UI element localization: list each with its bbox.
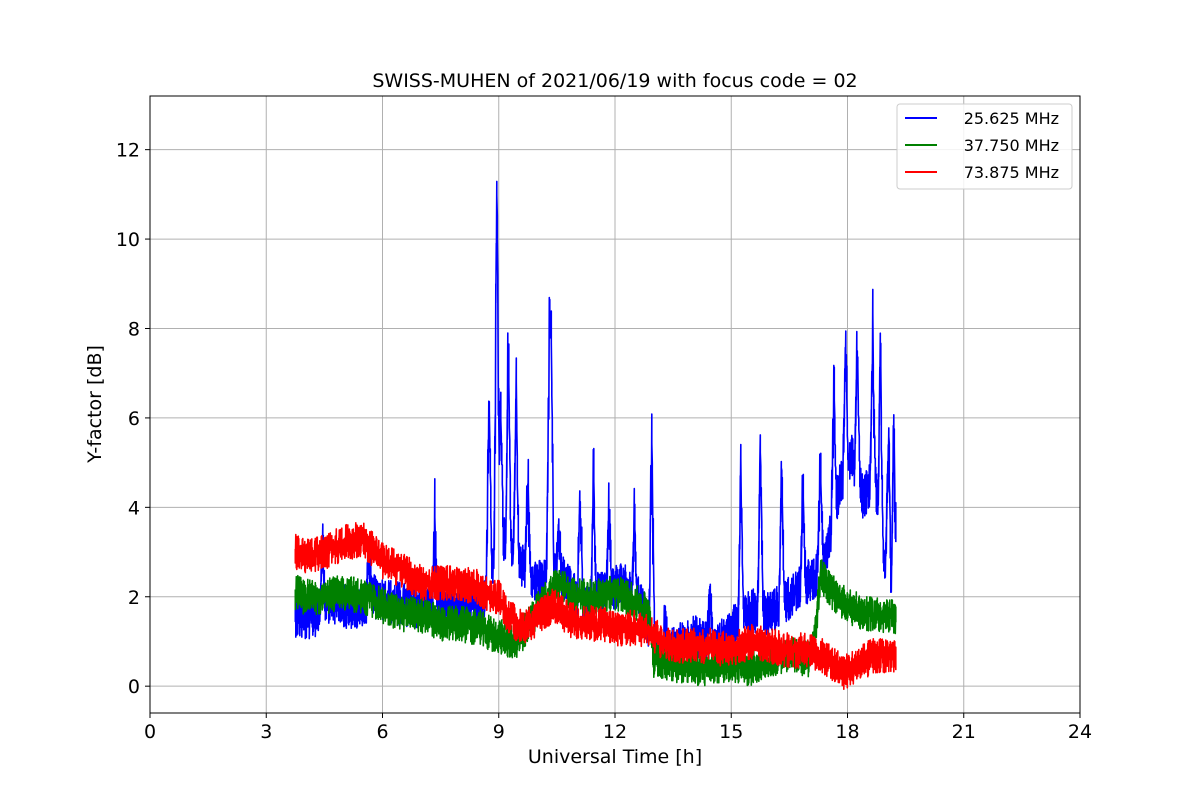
y-tick-label: 8 bbox=[128, 318, 140, 340]
y-tick-label: 12 bbox=[116, 140, 140, 162]
x-axis-label: Universal Time [h] bbox=[528, 746, 702, 768]
y-tick-label: 0 bbox=[128, 676, 140, 698]
y-tick-label: 6 bbox=[128, 408, 140, 430]
x-tick-label: 9 bbox=[493, 721, 505, 743]
legend-label: 37.750 MHz bbox=[964, 136, 1059, 155]
legend: 25.625 MHz 37.750 MHz 73.875 MHz bbox=[896, 103, 1073, 190]
x-tick-label: 15 bbox=[719, 721, 743, 743]
x-tick-label: 6 bbox=[376, 721, 388, 743]
x-tick-label: 21 bbox=[952, 721, 976, 743]
x-tick-label: 0 bbox=[144, 721, 156, 743]
y-axis-label: Y-factor [dB] bbox=[84, 345, 106, 464]
data-series bbox=[294, 180, 897, 690]
x-tick-label: 12 bbox=[603, 721, 627, 743]
chart-title: SWISS-MUHEN of 2021/06/19 with focus cod… bbox=[372, 70, 857, 92]
legend-label: 73.875 MHz bbox=[964, 163, 1059, 182]
series-line bbox=[294, 522, 897, 690]
y-tick-label: 10 bbox=[116, 229, 140, 251]
y-tick-label: 2 bbox=[128, 587, 140, 609]
legend-label: 25.625 MHz bbox=[964, 109, 1059, 128]
y-tick-label: 4 bbox=[128, 497, 140, 519]
x-tick-label: 24 bbox=[1068, 721, 1092, 743]
x-tick-label: 18 bbox=[835, 721, 859, 743]
x-tick-label: 3 bbox=[260, 721, 272, 743]
legend-box bbox=[896, 103, 1073, 190]
